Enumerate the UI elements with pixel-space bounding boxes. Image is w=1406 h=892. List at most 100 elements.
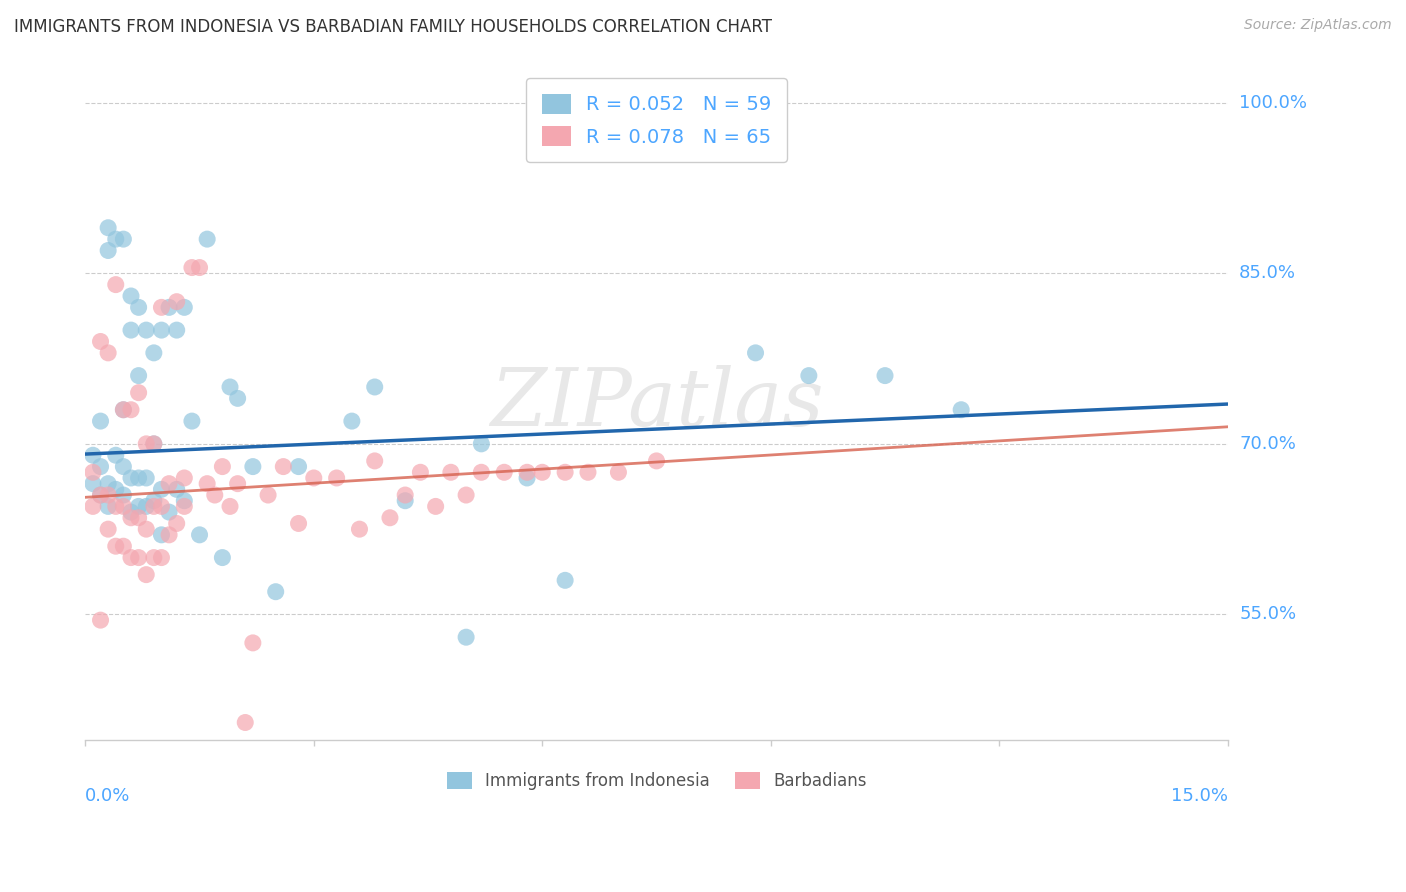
Point [157,476,180,491]
Point [242,636,264,650]
Point [112,232,135,246]
Point [242,459,264,474]
Point [195,232,218,246]
Point [226,476,249,491]
Point [120,510,142,524]
Text: 55.0%: 55.0% [1239,606,1296,624]
Point [90,414,112,428]
Point [150,301,173,315]
Point [142,346,165,360]
Point [150,500,173,514]
Point [456,488,478,502]
Point [287,516,309,531]
Point [142,493,165,508]
Point [576,465,599,479]
Point [219,380,242,394]
Text: 100.0%: 100.0% [1239,94,1308,112]
Point [120,550,142,565]
Point [516,471,538,485]
Point [120,471,142,485]
Point [104,539,127,553]
Point [82,500,104,514]
Point [188,528,211,542]
Point [273,459,295,474]
Legend: Immigrants from Indonesia, Barbadians: Immigrants from Indonesia, Barbadians [439,764,875,798]
Point [181,414,204,428]
Point [150,323,173,337]
Point [104,448,127,462]
Point [204,488,226,502]
Point [135,471,157,485]
Point [554,465,576,479]
Point [349,522,371,536]
Point [120,323,142,337]
Point [112,488,135,502]
Point [166,323,188,337]
Point [90,334,112,349]
Point [166,294,188,309]
Point [120,402,142,417]
Point [150,483,173,497]
Point [173,500,195,514]
Point [82,465,104,479]
Point [173,301,195,315]
Point [135,522,157,536]
Point [157,505,180,519]
Point [90,459,112,474]
Point [104,277,127,292]
Point [456,630,478,644]
Point [90,488,112,502]
Point [142,500,165,514]
Point [112,500,135,514]
Point [150,528,173,542]
Text: 85.0%: 85.0% [1239,264,1296,282]
Text: IMMIGRANTS FROM INDONESIA VS BARBADIAN FAMILY HOUSEHOLDS CORRELATION CHART: IMMIGRANTS FROM INDONESIA VS BARBADIAN F… [14,18,772,36]
Point [325,471,347,485]
Point [394,488,416,502]
Point [211,550,233,565]
Point [364,380,387,394]
Point [157,301,180,315]
Point [226,392,249,406]
Point [166,516,188,531]
Point [950,402,973,417]
Point [128,500,150,514]
Text: 70.0%: 70.0% [1239,434,1296,453]
Point [104,483,127,497]
Point [257,488,280,502]
Point [378,510,401,524]
Point [104,500,127,514]
Point [128,471,150,485]
Point [128,550,150,565]
Point [364,454,387,468]
Point [264,584,287,599]
Point [135,567,157,582]
Point [128,385,150,400]
Point [425,500,447,514]
Point [97,522,120,536]
Point [516,465,538,479]
Point [135,437,157,451]
Point [287,459,309,474]
Text: ZIPatlas: ZIPatlas [489,366,824,442]
Point [112,402,135,417]
Point [112,459,135,474]
Point [233,715,256,730]
Point [440,465,463,479]
Point [135,500,157,514]
Point [181,260,204,275]
Point [128,510,150,524]
Point [340,414,363,428]
Point [82,448,104,462]
Point [554,574,576,588]
Point [173,471,195,485]
Point [104,232,127,246]
Point [128,368,150,383]
Text: Source: ZipAtlas.com: Source: ZipAtlas.com [1244,18,1392,32]
Point [157,528,180,542]
Text: 0.0%: 0.0% [86,787,131,805]
Point [531,465,554,479]
Point [873,368,896,383]
Point [97,244,120,258]
Point [797,368,820,383]
